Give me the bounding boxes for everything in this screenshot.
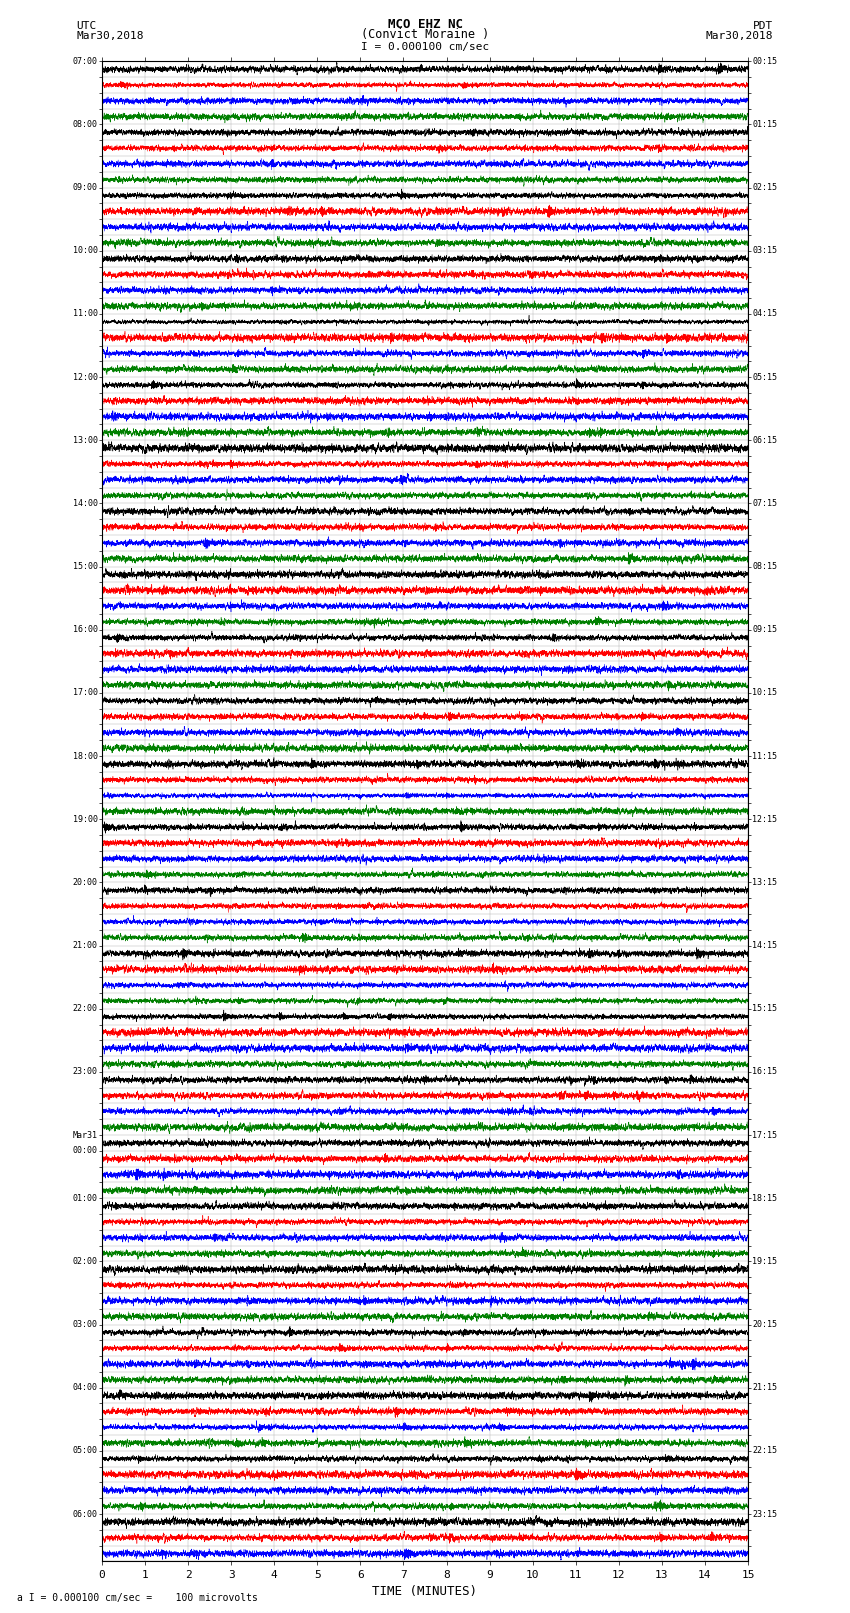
Text: UTC: UTC: [76, 21, 97, 31]
X-axis label: TIME (MINUTES): TIME (MINUTES): [372, 1584, 478, 1597]
Text: Mar30,2018: Mar30,2018: [76, 31, 144, 40]
Text: a I = 0.000100 cm/sec =    100 microvolts: a I = 0.000100 cm/sec = 100 microvolts: [17, 1594, 258, 1603]
Text: PDT: PDT: [753, 21, 774, 31]
Text: (Convict Moraine ): (Convict Moraine ): [361, 27, 489, 40]
Text: MCO EHZ NC: MCO EHZ NC: [388, 18, 462, 31]
Text: I = 0.000100 cm/sec: I = 0.000100 cm/sec: [361, 42, 489, 52]
Text: Mar30,2018: Mar30,2018: [706, 31, 774, 40]
